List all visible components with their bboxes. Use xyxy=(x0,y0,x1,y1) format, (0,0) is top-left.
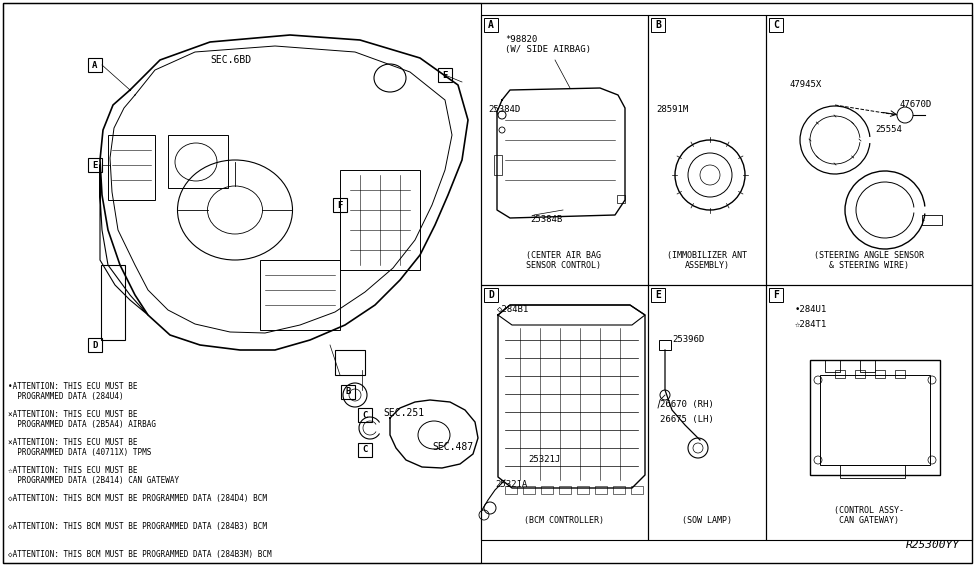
Bar xyxy=(648,15,766,285)
Text: SEC.487: SEC.487 xyxy=(432,442,473,452)
Bar xyxy=(769,288,783,302)
Bar xyxy=(484,288,498,302)
Bar xyxy=(922,215,942,225)
Text: B: B xyxy=(655,20,661,30)
Bar xyxy=(101,265,125,340)
Text: (STEERING ANGLE SENSOR
& STEERING WIRE): (STEERING ANGLE SENSOR & STEERING WIRE) xyxy=(814,251,924,270)
Text: (CONTROL ASSY-
CAN GATEWAY): (CONTROL ASSY- CAN GATEWAY) xyxy=(834,505,904,525)
Bar xyxy=(335,350,365,375)
Text: R25300YY: R25300YY xyxy=(906,540,960,550)
Bar xyxy=(494,155,502,175)
Bar xyxy=(840,465,905,478)
Bar xyxy=(825,360,840,372)
Text: 47945X: 47945X xyxy=(790,80,822,89)
Bar xyxy=(541,486,553,494)
Text: 25384B: 25384B xyxy=(530,215,563,224)
Bar xyxy=(358,443,372,457)
Bar xyxy=(108,135,155,200)
Text: F: F xyxy=(337,200,342,209)
Bar xyxy=(88,58,102,72)
Text: 25384D: 25384D xyxy=(488,105,521,114)
Bar xyxy=(631,486,643,494)
Bar xyxy=(855,370,865,378)
Text: 25321J: 25321J xyxy=(528,455,561,464)
Bar xyxy=(341,385,355,399)
Bar xyxy=(577,486,589,494)
Bar xyxy=(820,375,930,465)
Text: 25554: 25554 xyxy=(875,125,902,134)
Bar xyxy=(484,18,498,32)
Text: 26675 (LH): 26675 (LH) xyxy=(660,415,714,424)
Bar xyxy=(659,340,671,350)
Bar xyxy=(648,285,766,540)
Bar xyxy=(895,370,905,378)
Text: 26670 (RH): 26670 (RH) xyxy=(660,400,714,409)
Text: B: B xyxy=(345,388,351,397)
Bar xyxy=(559,486,571,494)
Text: E: E xyxy=(655,290,661,300)
Text: F: F xyxy=(773,290,779,300)
Bar xyxy=(835,370,845,378)
Bar xyxy=(481,15,648,285)
Bar xyxy=(260,260,340,330)
Bar xyxy=(766,285,972,540)
Bar xyxy=(523,486,535,494)
Text: SEC.6BD: SEC.6BD xyxy=(210,55,252,65)
Text: ◇ATTENTION: THIS BCM MUST BE PROGRAMMED DATA (284B3) BCM: ◇ATTENTION: THIS BCM MUST BE PROGRAMMED … xyxy=(8,522,267,531)
Text: E: E xyxy=(93,161,98,169)
Bar xyxy=(810,360,940,475)
Bar xyxy=(168,135,228,188)
Text: *98820
(W/ SIDE AIRBAG): *98820 (W/ SIDE AIRBAG) xyxy=(505,35,591,54)
Text: •284U1: •284U1 xyxy=(795,305,827,314)
Bar xyxy=(3,3,481,563)
Text: ◇ATTENTION: THIS BCM MUST BE PROGRAMMED DATA (284B3M) BCM: ◇ATTENTION: THIS BCM MUST BE PROGRAMMED … xyxy=(8,550,272,559)
Bar xyxy=(481,285,648,540)
Bar xyxy=(333,198,347,212)
Text: D: D xyxy=(93,341,98,349)
Text: ☆ATTENTION: THIS ECU MUST BE
  PROGRAMMED DATA (2B414) CAN GATEWAY: ☆ATTENTION: THIS ECU MUST BE PROGRAMMED … xyxy=(8,466,179,486)
Text: C: C xyxy=(773,20,779,30)
Bar xyxy=(505,486,517,494)
Text: ☆284T1: ☆284T1 xyxy=(795,320,827,329)
Bar xyxy=(438,68,452,82)
Bar xyxy=(766,15,972,285)
Text: ×ATTENTION: THIS ECU MUST BE
  PROGRAMMED DATA (40711X) TPMS: ×ATTENTION: THIS ECU MUST BE PROGRAMMED … xyxy=(8,438,151,457)
Bar xyxy=(88,158,102,172)
Text: (BCM CONTROLLER): (BCM CONTROLLER) xyxy=(524,516,604,525)
Bar xyxy=(651,18,665,32)
Text: ×ATTENTION: THIS ECU MUST BE
  PROGRAMMED DATA (2B5A4) AIRBAG: ×ATTENTION: THIS ECU MUST BE PROGRAMMED … xyxy=(8,410,156,430)
Bar xyxy=(860,360,875,372)
Text: •ATTENTION: THIS ECU MUST BE
  PROGRAMMED DATA (284U4): •ATTENTION: THIS ECU MUST BE PROGRAMMED … xyxy=(8,382,137,401)
Text: (CENTER AIR BAG
SENSOR CONTROL): (CENTER AIR BAG SENSOR CONTROL) xyxy=(526,251,602,270)
Text: C: C xyxy=(363,445,368,454)
Bar xyxy=(613,486,625,494)
Bar xyxy=(358,408,372,422)
Text: ◇ATTENTION: THIS BCM MUST BE PROGRAMMED DATA (284D4) BCM: ◇ATTENTION: THIS BCM MUST BE PROGRAMMED … xyxy=(8,494,267,503)
Text: 25396D: 25396D xyxy=(672,335,704,344)
Text: A: A xyxy=(93,61,98,70)
Text: (SOW LAMP): (SOW LAMP) xyxy=(682,516,732,525)
Text: A: A xyxy=(488,20,494,30)
Text: 47670D: 47670D xyxy=(900,100,932,109)
Text: D: D xyxy=(488,290,494,300)
Text: E: E xyxy=(443,71,448,79)
Text: ◇284B1: ◇284B1 xyxy=(497,305,529,314)
Text: C: C xyxy=(363,410,368,419)
Bar xyxy=(88,338,102,352)
Bar xyxy=(875,370,885,378)
Bar xyxy=(340,170,420,270)
Text: 28591M: 28591M xyxy=(656,105,688,114)
Text: (IMMOBILIZER ANT
ASSEMBLY): (IMMOBILIZER ANT ASSEMBLY) xyxy=(667,251,747,270)
Bar xyxy=(595,486,607,494)
Text: 25321A: 25321A xyxy=(495,480,527,489)
Bar xyxy=(651,288,665,302)
Text: SEC.251: SEC.251 xyxy=(383,408,424,418)
Bar xyxy=(769,18,783,32)
Bar xyxy=(617,195,625,203)
